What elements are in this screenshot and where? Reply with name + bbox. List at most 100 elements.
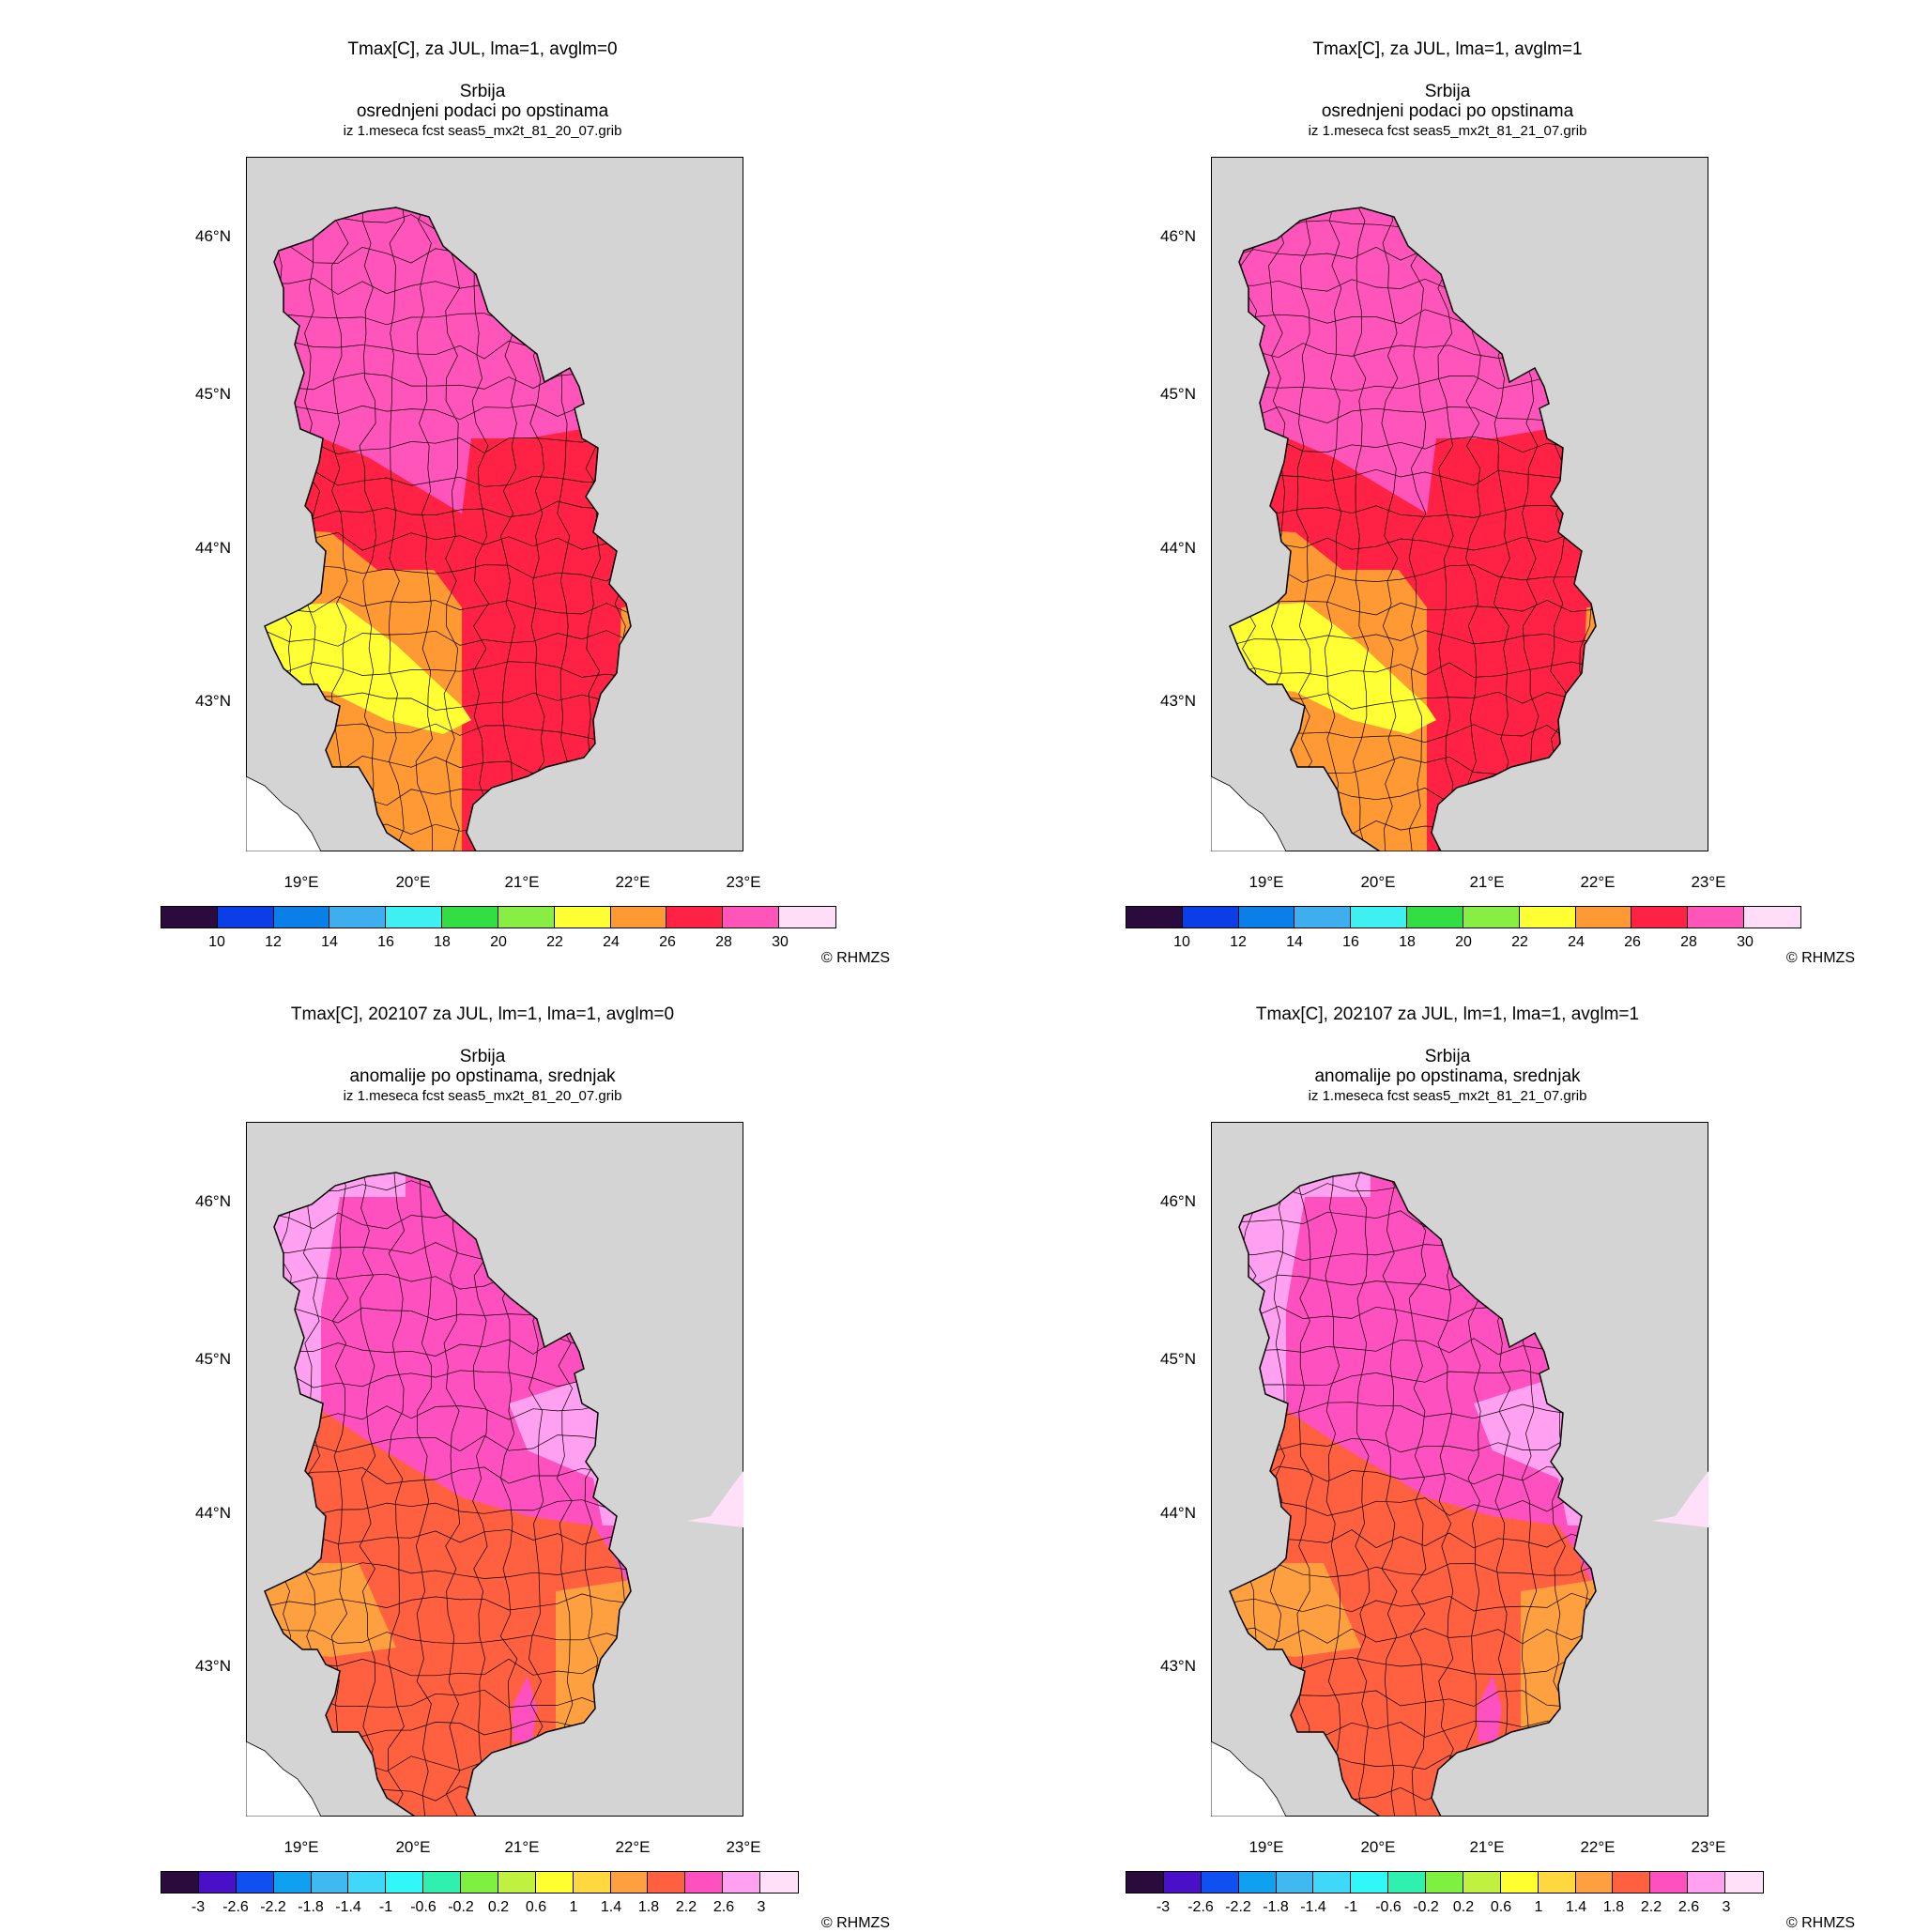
lat-label-45: 45°N: [1160, 385, 1196, 403]
colorbar-swatch: [1463, 907, 1520, 928]
colorbar: [161, 906, 836, 928]
colorbar-swatch: [1688, 907, 1745, 928]
colorbar-swatch: [386, 907, 443, 928]
sea-area: [1211, 1740, 1287, 1817]
colorbar-label: 1: [1534, 1899, 1543, 1915]
colorbar-swatch: [1463, 1872, 1501, 1893]
lon-label-23: 23°E: [726, 1838, 761, 1856]
colorbar-swatch: [1126, 1872, 1164, 1893]
colorbar-swatch: [610, 1872, 649, 1893]
lat-label-45: 45°N: [195, 385, 231, 403]
sea-area: [246, 1740, 322, 1817]
colorbar-label: 26: [1624, 934, 1641, 950]
colorbar-swatch: [442, 907, 498, 928]
colorbar-label: -0.6: [410, 1899, 437, 1915]
lon-label-19: 19°E: [283, 1838, 319, 1856]
panel-region: Srbija: [1424, 82, 1471, 101]
colorbar-label: -1: [378, 1899, 393, 1915]
colorbar-swatch: [723, 1872, 760, 1893]
colorbar-label: 24: [1568, 934, 1585, 950]
lat-label-43: 43°N: [195, 1657, 231, 1675]
lon-label-22: 22°E: [615, 1838, 651, 1856]
colorbar-swatch: [1538, 1872, 1576, 1893]
copyright: © RHMZS: [1785, 950, 1855, 966]
colorbar-swatch: [1294, 907, 1352, 928]
colorbar-label: -1.4: [1300, 1899, 1326, 1915]
lon-label-20: 20°E: [1360, 873, 1396, 891]
panel-source: iz 1.meseca fcst seas5_mx2t_81_20_07.gri…: [343, 1088, 622, 1104]
lat-label-44: 44°N: [1160, 539, 1196, 557]
copyright: © RHMZS: [820, 1915, 890, 1931]
colorbar-label: -3: [1156, 1899, 1171, 1915]
panel-title: Tmax[C], za JUL, lma=1, avglm=0: [347, 39, 618, 59]
lon-label-21: 21°E: [1469, 1838, 1505, 1856]
colorbar-label: 1: [569, 1899, 578, 1915]
colorbar-label: 0.2: [1452, 1899, 1475, 1915]
colorbar-swatch: [685, 1872, 724, 1893]
colorbar-label: 16: [1342, 934, 1359, 950]
serbia-outline: [264, 207, 632, 851]
colorbar-label: 10: [208, 934, 225, 950]
colorbar-label: -1.8: [1263, 1899, 1289, 1915]
colorbar-swatch: [1201, 1872, 1239, 1893]
panel-subtitle: anomalije po opstinama, srednjak: [1314, 1066, 1581, 1086]
colorbar-label: 30: [772, 934, 789, 950]
colorbar-swatch: [1276, 1872, 1314, 1893]
colorbar-label: -0.2: [448, 1899, 474, 1915]
colorbar-label: 1.4: [1565, 1899, 1587, 1915]
colorbar-swatch: [1613, 1872, 1651, 1893]
colorbar-label: 22: [1511, 934, 1528, 950]
colorbar-swatch: [1575, 907, 1632, 928]
colorbar-swatch: [1688, 1872, 1725, 1893]
colorbar-label: -1: [1343, 1899, 1358, 1915]
lon-label-23: 23°E: [1691, 1838, 1726, 1856]
colorbar-label: -2.2: [260, 1899, 286, 1915]
colorbar-label: -2.6: [1187, 1899, 1214, 1915]
colorbar-label: 1.4: [600, 1899, 622, 1915]
colorbar-swatch: [723, 907, 780, 928]
colorbar-label: 2.2: [675, 1899, 697, 1915]
colorbar-label: 1.8: [1602, 1899, 1625, 1915]
colorbar-swatch: [161, 907, 218, 928]
panel-title: Tmax[C], za JUL, lma=1, avglm=1: [1312, 39, 1583, 59]
colorbar-label: 22: [546, 934, 563, 950]
colorbar-label: 10: [1173, 934, 1190, 950]
panel-source: iz 1.meseca fcst seas5_mx2t_81_20_07.gri…: [343, 123, 622, 139]
colorbar-label: 18: [1399, 934, 1416, 950]
colorbar-swatch: [1238, 907, 1295, 928]
colorbar-swatch: [1575, 1872, 1614, 1893]
colorbar-swatch: [311, 1872, 349, 1893]
lon-label-21: 21°E: [504, 1838, 540, 1856]
romania-anomaly-patch: [1652, 1471, 1708, 1527]
colorbar-swatch: [610, 907, 667, 928]
lat-label-46: 46°N: [195, 227, 231, 245]
colorbar-label: 18: [434, 934, 451, 950]
colorbar-label: 26: [659, 934, 676, 950]
panel-region: Srbija: [459, 1047, 506, 1066]
panel-tmax-avglm1: Tmax[C], za JUL, lma=1, avglm=1 Srbija o…: [965, 0, 1930, 966]
colorbar-swatch: [161, 1872, 199, 1893]
lat-label-43: 43°N: [1160, 692, 1196, 710]
colorbar-label: 20: [490, 934, 507, 950]
colorbar-label: -0.6: [1375, 1899, 1402, 1915]
colorbar-swatch: [554, 907, 611, 928]
lon-label-22: 22°E: [1580, 873, 1616, 891]
colorbar-label: 14: [321, 934, 338, 950]
colorbar-label: 2.6: [1677, 1899, 1700, 1915]
colorbar-label: 20: [1455, 934, 1472, 950]
lon-label-20: 20°E: [395, 873, 431, 891]
colorbar: [1126, 1871, 1764, 1894]
colorbar-label: 2.2: [1640, 1899, 1662, 1915]
map-serbia: [246, 1122, 743, 1817]
colorbar-swatch: [1631, 907, 1689, 928]
colorbar-swatch: [1519, 907, 1576, 928]
colorbar: [1126, 906, 1801, 928]
colorbar-swatch: [236, 1872, 274, 1893]
map-serbia: [246, 157, 743, 851]
lon-label-21: 21°E: [504, 873, 540, 891]
colorbar-swatch: [273, 907, 330, 928]
lon-label-19: 19°E: [1248, 873, 1284, 891]
region-yellow: [1230, 603, 1436, 734]
colorbar-label: 0.6: [525, 1899, 547, 1915]
colorbar-label: -1.8: [298, 1899, 324, 1915]
